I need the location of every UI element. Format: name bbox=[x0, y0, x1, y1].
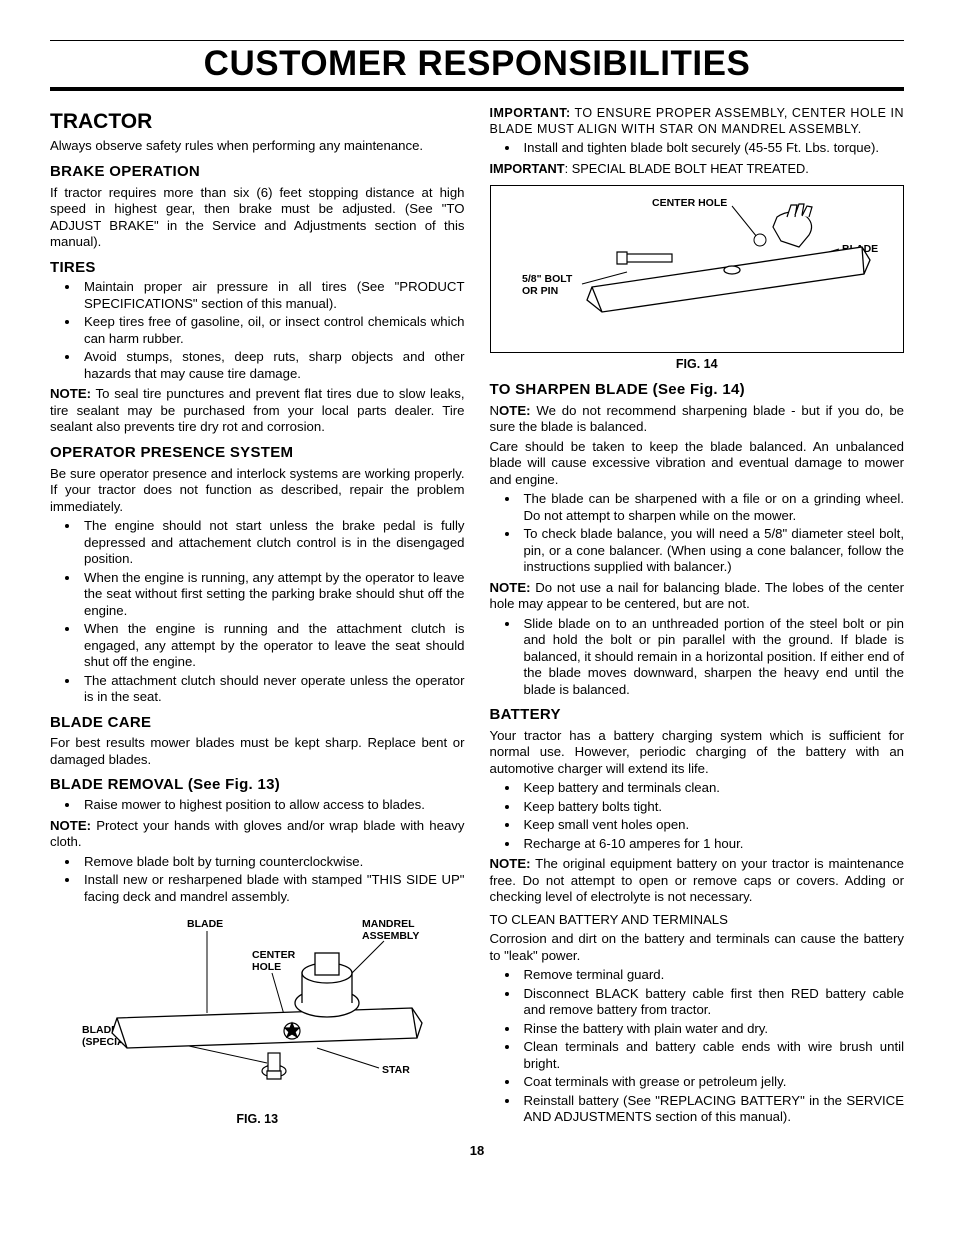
sharpen-note1: NOTE: We do not recommend sharpening bla… bbox=[490, 403, 905, 436]
sharpen-list-1: The blade can be sharpened with a file o… bbox=[490, 491, 905, 576]
battery-note: NOTE: The original equipment battery on … bbox=[490, 856, 905, 906]
list-item: Disconnect BLACK battery cable first the… bbox=[520, 986, 905, 1019]
important-2: IMPORTANT: SPECIAL BLADE BOLT HEAT TREAT… bbox=[490, 161, 905, 177]
removal-note: NOTE: Protect your hands with gloves and… bbox=[50, 818, 465, 851]
svg-text:STAR: STAR bbox=[382, 1064, 410, 1076]
sharpen-para1: Care should be taken to keep the blade b… bbox=[490, 439, 905, 489]
list-item: When the engine is running and the attac… bbox=[80, 621, 465, 671]
tires-note-text: To seal tire punctures and prevent flat … bbox=[50, 386, 465, 434]
ops-list: The engine should not start unless the b… bbox=[50, 518, 465, 706]
svg-text:MANDREL: MANDREL bbox=[362, 918, 415, 930]
heading-bladecare: BLADE CARE bbox=[50, 714, 465, 733]
battery-list-1: Keep battery and terminals clean. Keep b… bbox=[490, 780, 905, 852]
tractor-intro: Always observe safety rules when perform… bbox=[50, 138, 465, 155]
rule-top-thick bbox=[50, 87, 904, 91]
two-column-layout: TRACTOR Always observe safety rules when… bbox=[50, 103, 904, 1135]
removal-list-2: Remove blade bolt by turning countercloc… bbox=[50, 854, 465, 906]
removal-list-1: Raise mower to highest position to allow… bbox=[50, 797, 465, 814]
page-title: CUSTOMER RESPONSIBILITIES bbox=[50, 41, 904, 85]
svg-text:CENTER: CENTER bbox=[252, 949, 296, 961]
list-item: Coat terminals with grease or petroleum … bbox=[520, 1074, 905, 1091]
list-item: Install and tighten blade bolt securely … bbox=[520, 140, 905, 157]
list-item: Maintain proper air pressure in all tire… bbox=[80, 279, 465, 312]
heading-battery: BATTERY bbox=[490, 706, 905, 725]
svg-text:HOLE: HOLE bbox=[252, 961, 281, 973]
list-item: The blade can be sharpened with a file o… bbox=[520, 491, 905, 524]
install-list: Install and tighten blade bolt securely … bbox=[490, 140, 905, 157]
tires-note: NOTE: To seal tire punctures and prevent… bbox=[50, 386, 465, 436]
svg-text:ASSEMBLY: ASSEMBLY bbox=[362, 930, 419, 942]
svg-text:BLADE: BLADE bbox=[187, 918, 223, 930]
brake-text: If tractor requires more than six (6) fe… bbox=[50, 185, 465, 251]
list-item: The attachment clutch should never opera… bbox=[80, 673, 465, 706]
figure-14-svg: CENTER HOLE BLADE 5/8" BOLT OR PIN bbox=[502, 192, 892, 342]
page-number: 18 bbox=[50, 1143, 904, 1158]
list-item: Keep small vent holes open. bbox=[520, 817, 905, 834]
list-item: Clean terminals and battery cable ends w… bbox=[520, 1039, 905, 1072]
ops-intro: Be sure operator presence and interlock … bbox=[50, 466, 465, 516]
svg-text:OR PIN: OR PIN bbox=[522, 285, 558, 297]
list-item: Recharge at 6-10 amperes for 1 hour. bbox=[520, 836, 905, 853]
svg-text:5/8" BOLT: 5/8" BOLT bbox=[522, 273, 573, 285]
bladecare-text: For best results mower blades must be ke… bbox=[50, 735, 465, 768]
battery-intro: Your tractor has a battery charging syst… bbox=[490, 728, 905, 778]
list-item: Install new or resharpened blade with st… bbox=[80, 872, 465, 905]
list-item: Rinse the battery with plain water and d… bbox=[520, 1021, 905, 1038]
sharpen-note2: NOTE: Do not use a nail for balancing bl… bbox=[490, 580, 905, 613]
list-item: When the engine is running, any attempt … bbox=[80, 570, 465, 620]
svg-text:CENTER HOLE: CENTER HOLE bbox=[652, 197, 727, 209]
heading-sharpen: TO SHARPEN BLADE (See Fig. 14) bbox=[490, 381, 905, 400]
list-item: Keep tires free of gasoline, oil, or ins… bbox=[80, 314, 465, 347]
heading-ops: OPERATOR PRESENCE SYSTEM bbox=[50, 444, 465, 463]
sharpen-list-2: Slide blade on to an unthreaded portion … bbox=[490, 616, 905, 699]
list-item: Avoid stumps, stones, deep ruts, sharp o… bbox=[80, 349, 465, 382]
figure-14-box: CENTER HOLE BLADE 5/8" BOLT OR PIN bbox=[490, 185, 905, 354]
list-item: Remove blade bolt by turning countercloc… bbox=[80, 854, 465, 871]
list-item: To check blade balance, you will need a … bbox=[520, 526, 905, 576]
heading-brake: BRAKE OPERATION bbox=[50, 163, 465, 182]
clean-intro: Corrosion and dirt on the battery and te… bbox=[490, 931, 905, 964]
list-item: Remove terminal guard. bbox=[520, 967, 905, 984]
heading-removal: BLADE REMOVAL (See Fig. 13) bbox=[50, 776, 465, 795]
list-item: The engine should not start unless the b… bbox=[80, 518, 465, 568]
list-item: Keep battery and terminals clean. bbox=[520, 780, 905, 797]
figure-13-svg: BLADE MANDREL ASSEMBLY CENTER HOLE BLADE… bbox=[62, 913, 452, 1103]
list-item: Keep battery bolts tight. bbox=[520, 799, 905, 816]
heading-tractor: TRACTOR bbox=[50, 109, 465, 135]
list-item: Slide blade on to an unthreaded portion … bbox=[520, 616, 905, 699]
clean-heading: TO CLEAN BATTERY AND TERMINALS bbox=[490, 912, 905, 929]
figure-13-box: BLADE MANDREL ASSEMBLY CENTER HOLE BLADE… bbox=[50, 913, 465, 1108]
left-column: TRACTOR Always observe safety rules when… bbox=[50, 103, 465, 1135]
list-item: Raise mower to highest position to allow… bbox=[80, 797, 465, 814]
list-item: Reinstall battery (See "REPLACING BATTER… bbox=[520, 1093, 905, 1126]
fig13-caption: FIG. 13 bbox=[50, 1112, 465, 1128]
battery-list-2: Remove terminal guard. Disconnect BLACK … bbox=[490, 967, 905, 1126]
important-1: IMPORTANT: TO ENSURE PROPER ASSEMBLY, CE… bbox=[490, 106, 905, 137]
fig14-caption: FIG. 14 bbox=[490, 357, 905, 373]
tires-list: Maintain proper air pressure in all tire… bbox=[50, 279, 465, 382]
right-column: IMPORTANT: TO ENSURE PROPER ASSEMBLY, CE… bbox=[490, 103, 905, 1135]
heading-tires: TIRES bbox=[50, 259, 465, 278]
